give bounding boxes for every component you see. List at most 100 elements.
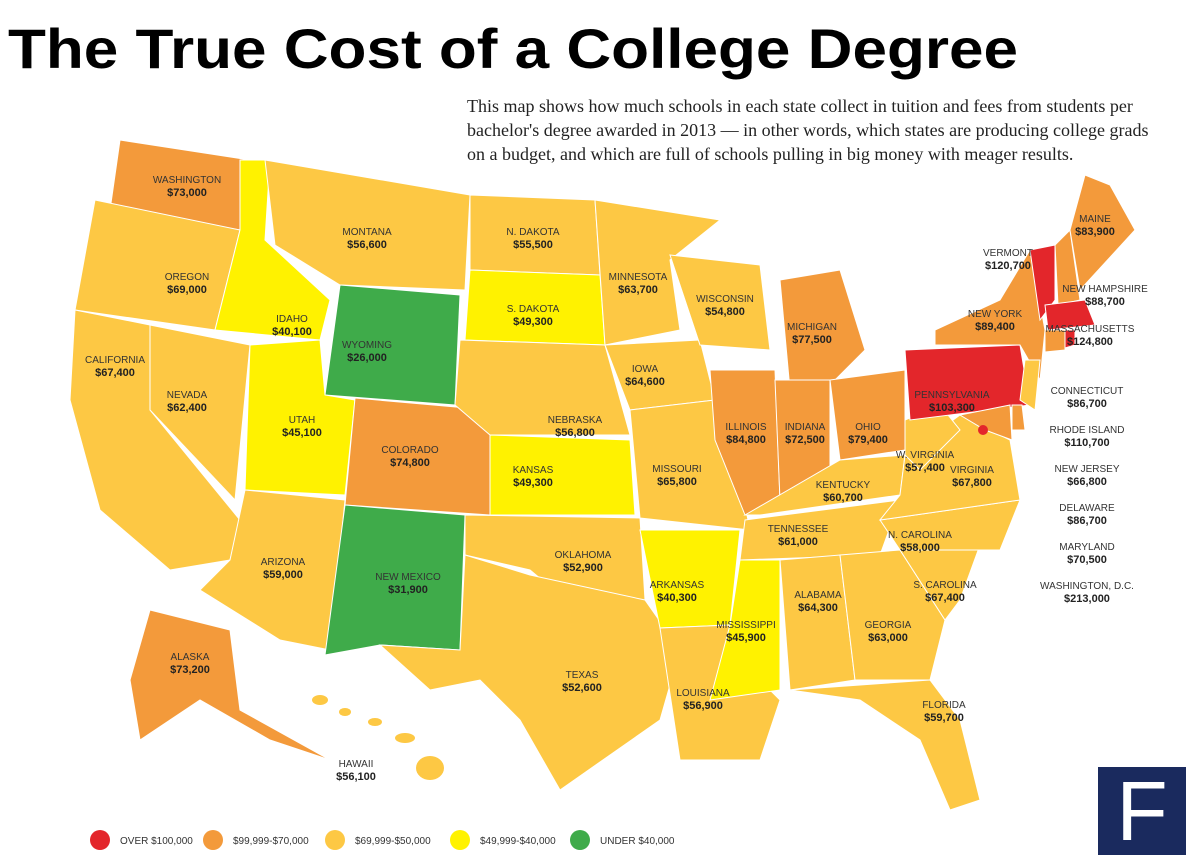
state-value: $45,900 — [726, 632, 766, 644]
legend-swatch — [90, 830, 110, 850]
state-value: $56,100 — [336, 771, 376, 783]
title: The True Cost of a College Degree — [8, 17, 1018, 80]
description: This map shows how much schools in each … — [467, 96, 1149, 164]
state-name: MISSOURI — [652, 464, 701, 475]
state-name: HAWAII — [339, 759, 374, 770]
state-value: $59,700 — [924, 712, 964, 724]
state-value: $49,300 — [513, 316, 553, 328]
state-name: N. CAROLINA — [888, 530, 952, 541]
state-shape — [199, 489, 346, 651]
legend-label: $99,999-$70,000 — [233, 836, 309, 847]
state-name: ALABAMA — [794, 590, 842, 601]
state-value: $79,400 — [848, 434, 888, 446]
state-name: OKLAHOMA — [555, 550, 612, 561]
state-name: NEW YORK — [968, 309, 1023, 320]
state-shape — [1019, 359, 1041, 411]
state-name: W. VIRGINIA — [896, 450, 955, 461]
legend-label: UNDER $40,000 — [600, 836, 675, 847]
state-value: $59,000 — [263, 569, 303, 581]
state-value: $89,400 — [975, 321, 1015, 333]
state-value: $120,700 — [985, 260, 1031, 272]
state-value: $67,400 — [925, 592, 965, 604]
state-shape — [779, 269, 866, 391]
state-shape — [149, 324, 251, 502]
state-name: NEW JERSEY — [1054, 464, 1119, 475]
state-name: WASHINGTON — [153, 175, 221, 186]
legend-swatch — [325, 830, 345, 850]
state-shape — [489, 434, 636, 516]
state-value: $83,900 — [1075, 226, 1115, 238]
logo-box — [1098, 767, 1186, 855]
state-value: $67,400 — [95, 367, 135, 379]
state-name: NEW HAMPSHIRE — [1062, 284, 1148, 295]
state-name: MAINE — [1079, 214, 1111, 225]
state-value: $57,400 — [905, 462, 945, 474]
state-value: $84,800 — [726, 434, 766, 446]
state-value: $56,900 — [683, 700, 723, 712]
state-name: KANSAS — [513, 465, 554, 476]
state-value: $40,300 — [657, 592, 697, 604]
state-name: ARKANSAS — [650, 580, 705, 591]
legend-swatch — [450, 830, 470, 850]
state-name: VERMONT — [983, 248, 1033, 259]
state-name: S. CAROLINA — [913, 580, 977, 591]
state-value: $77,500 — [792, 334, 832, 346]
state-shape — [1054, 228, 1081, 306]
state-shape — [709, 559, 781, 701]
legend-label: $69,999-$50,000 — [355, 836, 431, 847]
state-shape — [789, 679, 981, 811]
legend-label: OVER $100,000 — [120, 836, 193, 847]
state-value: $67,800 — [952, 477, 992, 489]
state-value: $72,500 — [785, 434, 825, 446]
dc-dot — [978, 425, 988, 435]
state-name: ALASKA — [171, 652, 210, 663]
state-name: OHIO — [855, 422, 881, 433]
state-value: $73,200 — [170, 664, 210, 676]
state-shape — [1069, 174, 1136, 292]
state-shape — [1064, 329, 1076, 349]
state-value: $88,700 — [1085, 296, 1125, 308]
state-shape — [1011, 404, 1026, 431]
state-name: DELAWARE — [1059, 503, 1115, 514]
state-value: $66,800 — [1067, 476, 1107, 488]
state-name: UTAH — [289, 415, 315, 426]
state-shape — [1029, 244, 1056, 322]
state-name: TENNESSEE — [768, 524, 829, 535]
state-value: $64,300 — [798, 602, 838, 614]
state-name: MISSISSIPPI — [716, 620, 775, 631]
state-value: $61,000 — [778, 536, 818, 548]
state-name: MONTANA — [342, 227, 392, 238]
state-value: $45,100 — [282, 427, 322, 439]
state-name: WYOMING — [342, 340, 392, 351]
state-name: KENTUCKY — [816, 480, 871, 491]
state-value: $55,500 — [513, 239, 553, 251]
state-value: $62,400 — [167, 402, 207, 414]
state-value: $52,600 — [562, 682, 602, 694]
state-value: $26,000 — [347, 352, 387, 364]
state-value: $213,000 — [1064, 593, 1110, 605]
legend-swatch — [570, 830, 590, 850]
state-name: S. DAKOTA — [507, 304, 560, 315]
state-name: ARIZONA — [261, 557, 306, 568]
state-name: MARYLAND — [1059, 542, 1114, 553]
state-value: $63,700 — [618, 284, 658, 296]
state-shape — [604, 339, 716, 411]
state-value: $103,300 — [929, 402, 975, 414]
state-name: N. DAKOTA — [506, 227, 559, 238]
state-shape — [958, 404, 1013, 441]
state-name: COLORADO — [381, 445, 438, 456]
state-value: $58,000 — [900, 542, 940, 554]
state-value: $124,800 — [1067, 336, 1113, 348]
state-shape — [839, 549, 946, 681]
state-value: $73,000 — [167, 187, 207, 199]
state-name: OREGON — [165, 272, 209, 283]
state-name: GEORGIA — [865, 620, 912, 631]
state-name: CALIFORNIA — [85, 355, 145, 366]
hawaii-island — [339, 708, 351, 716]
state-name: ILLINOIS — [725, 422, 766, 433]
state-shape — [378, 554, 681, 791]
state-value: $65,800 — [657, 476, 697, 488]
state-name: WASHINGTON, D.C. — [1040, 581, 1134, 592]
